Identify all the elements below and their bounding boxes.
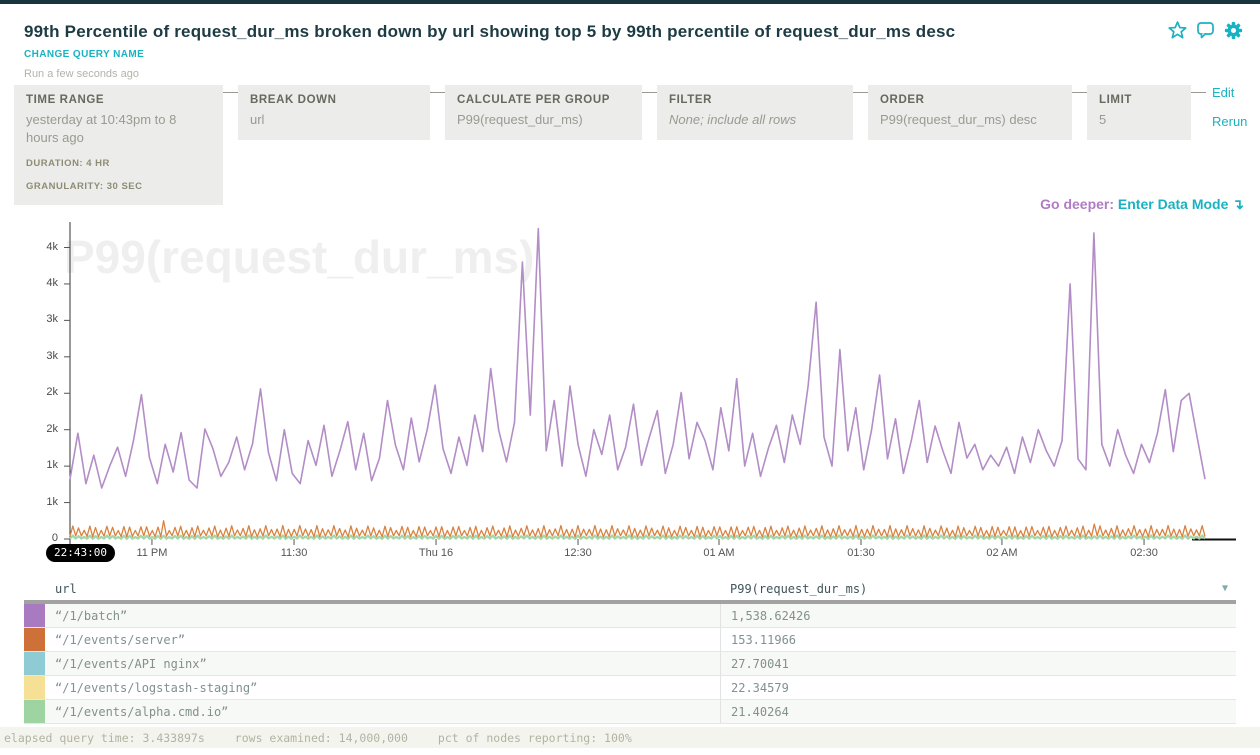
series-color-swatch: [24, 604, 45, 627]
y-tick-label: 4k: [46, 276, 58, 289]
table-row[interactable]: “/1/events/alpha.cmd.io” 21.40264: [24, 700, 1236, 724]
x-tick-label: 01:30: [847, 547, 875, 559]
limit-box[interactable]: LIMIT 5: [1087, 85, 1191, 140]
series-line[interactable]: [69, 520, 1206, 538]
table-row[interactable]: “/1/events/server” 153.11966: [24, 628, 1236, 652]
footer-stat: rows examined: 14,000,000: [234, 730, 408, 745]
y-tick-label: 2k: [46, 422, 58, 435]
y-tick-label: 1k: [46, 459, 58, 472]
filter-label: FILTER: [669, 94, 712, 106]
value-cell: 1,538.62426: [720, 604, 1236, 627]
calculate-per-group-box[interactable]: CALCULATE PER GROUP P99(request_dur_ms): [445, 85, 642, 140]
value-cell: 21.40264: [720, 700, 1236, 723]
calculate-label: CALCULATE PER GROUP: [457, 94, 611, 106]
value-cell: 27.70041: [720, 652, 1236, 675]
query-actions: Edit Rerun: [1212, 85, 1247, 129]
sort-desc-icon[interactable]: ▼: [1221, 583, 1228, 594]
x-tick-label: 02 AM: [986, 547, 1018, 559]
series-color-swatch: [24, 676, 45, 699]
footer-stat: pct of nodes reporting: 100%: [437, 730, 632, 745]
url-cell: “/1/events/API nginx”: [55, 656, 207, 671]
calculate-value: P99(request_dur_ms): [457, 112, 583, 127]
value-column-header[interactable]: P99(request_dur_ms) ▼: [730, 582, 1228, 596]
change-query-name-link[interactable]: CHANGE QUERY NAME: [24, 49, 145, 60]
footer-stat: elapsed query time: 3.433897s: [4, 730, 205, 745]
limit-label: LIMIT: [1099, 94, 1133, 106]
query-builder-row: TIME RANGE yesterday at 10:43pm to 8 hou…: [14, 85, 1247, 205]
url-cell: “/1/events/server”: [55, 632, 186, 647]
run-status-text: Run a few seconds ago: [24, 68, 139, 80]
series-line[interactable]: [69, 227, 1206, 489]
enter-data-mode-link[interactable]: Enter Data Mode ↴: [1117, 196, 1244, 212]
comment-icon[interactable]: [1194, 19, 1216, 41]
connector-line: [1191, 92, 1206, 93]
connector-line: [853, 92, 868, 93]
url-cell: “/1/batch”: [55, 608, 128, 623]
x-tick-label: 02:30: [1130, 547, 1158, 559]
connector-line: [430, 92, 445, 93]
series-color-swatch: [24, 652, 45, 675]
y-tick-label: 0: [51, 532, 58, 544]
time-range-value: yesterday at 10:43pm to 8 hours ago: [26, 112, 177, 145]
page-title: 99th Percentile of request_dur_ms broken…: [24, 22, 956, 41]
break-down-value: url: [250, 112, 265, 127]
gear-icon[interactable]: [1222, 19, 1244, 41]
star-icon[interactable]: [1166, 19, 1188, 41]
y-tick-label: 3k: [46, 349, 58, 362]
value-cell: 22.34579: [720, 676, 1236, 699]
y-tick-label: 4k: [46, 240, 58, 253]
rerun-link[interactable]: Rerun: [1212, 114, 1248, 129]
edit-link[interactable]: Edit: [1212, 85, 1235, 100]
x-tick-label: 11:30: [280, 547, 308, 559]
table-row[interactable]: “/1/events/logstash-staging” 22.34579: [24, 676, 1236, 700]
order-label: ORDER: [880, 94, 925, 106]
connector-line: [1072, 92, 1087, 93]
top-accent-bar: [0, 0, 1260, 4]
query-stats-footer: elapsed query time: 3.433897s rows examin…: [0, 727, 1260, 748]
series-line[interactable]: [69, 534, 1206, 540]
y-tick-label: 1k: [46, 495, 58, 508]
series-color-swatch: [24, 628, 45, 651]
results-table: url P99(request_dur_ms) ▼ “/1/batch” 1,53…: [24, 578, 1236, 724]
break-down-label: BREAK DOWN: [250, 94, 337, 106]
order-value: P99(request_dur_ms) desc: [880, 112, 1037, 127]
url-cell: “/1/events/alpha.cmd.io”: [55, 704, 229, 719]
granularity-text: GRANULARITY: 30 SEC: [26, 181, 143, 193]
value-cell: 153.11966: [720, 628, 1236, 651]
limit-value: 5: [1099, 112, 1107, 127]
timeseries-chart: P99(request_dur_ms) 0 1k 1k 2k 2k 3k 3k 4k 4k 11…: [0, 222, 1260, 578]
filter-box[interactable]: FILTER None; include all rows: [657, 85, 853, 140]
title-actions: [1166, 19, 1244, 41]
x-tick-label: 01 AM: [703, 547, 735, 559]
order-box[interactable]: ORDER P99(request_dur_ms) desc: [868, 85, 1072, 140]
x-tick-label: 11 PM: [136, 547, 168, 559]
duration-text: DURATION: 4 HR: [26, 158, 110, 170]
series-color-swatch: [24, 700, 45, 723]
go-deeper-prefix: Go deeper:: [1040, 196, 1115, 212]
x-tick-label: 12:30: [564, 547, 592, 559]
connector-line: [223, 92, 238, 93]
y-tick-label: 3k: [46, 313, 58, 326]
table-row[interactable]: “/1/events/API nginx” 27.70041: [24, 652, 1236, 676]
time-range-label: TIME RANGE: [26, 94, 105, 106]
table-header-row: url P99(request_dur_ms) ▼: [24, 578, 1236, 604]
go-deeper: Go deeper: Enter Data Mode ↴: [1040, 196, 1244, 213]
break-down-box[interactable]: BREAK DOWN url: [238, 85, 430, 140]
table-body: “/1/batch” 1,538.62426 “/1/events/server” 1…: [24, 604, 1236, 724]
filter-value: None; include all rows: [669, 112, 797, 127]
url-column-header[interactable]: url: [55, 582, 77, 596]
time-range-start-badge: 22:43:00: [46, 544, 115, 562]
chart-plot-area[interactable]: [64, 222, 1240, 552]
x-tick-label: Thu 16: [418, 547, 454, 559]
url-cell: “/1/events/logstash-staging”: [55, 680, 258, 695]
y-tick-label: 2k: [46, 386, 58, 399]
table-row[interactable]: “/1/batch” 1,538.62426: [24, 604, 1236, 628]
time-range-box[interactable]: TIME RANGE yesterday at 10:43pm to 8 hou…: [14, 85, 223, 205]
down-hook-arrow-icon: ↴: [1232, 196, 1244, 212]
connector-line: [642, 92, 657, 93]
